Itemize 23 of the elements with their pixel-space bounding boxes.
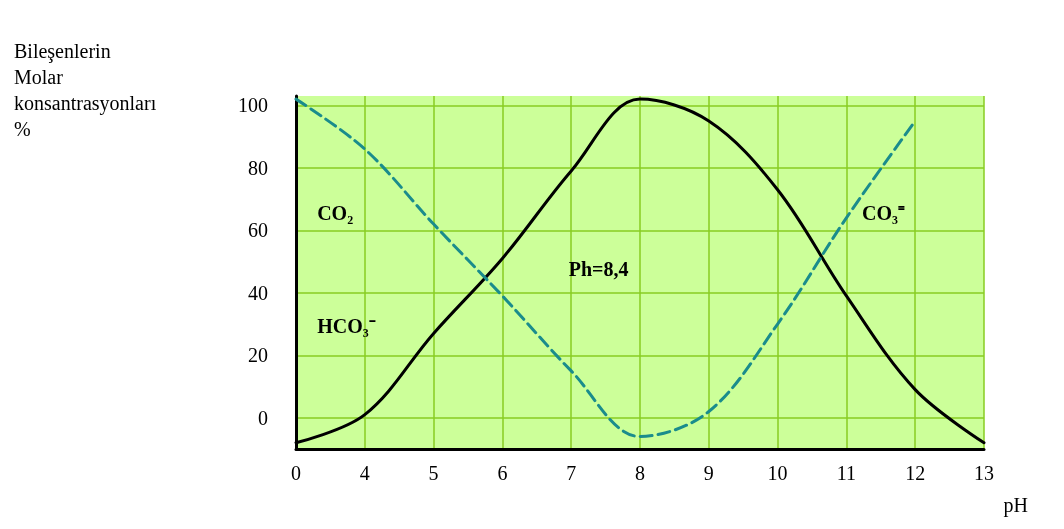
y-tick-label: 80 xyxy=(248,156,268,179)
y-axis-title: Bileşenlerin Molar konsantrasyonları % xyxy=(14,40,157,140)
x-tick-label: 0 xyxy=(291,462,301,484)
x-axis-title: pH xyxy=(1003,494,1029,517)
x-tick-label: 11 xyxy=(836,462,857,484)
annotation: HCO₃⁻ xyxy=(317,314,376,337)
x-tick-label: 13 xyxy=(974,462,994,484)
x-tick-label: 7 xyxy=(566,462,577,484)
y-tick-label: 20 xyxy=(248,344,268,367)
x-tick-label: 5 xyxy=(428,462,439,484)
x-tick-label: 12 xyxy=(905,462,926,484)
x-tick-label: 9 xyxy=(703,462,714,484)
annotation: Ph=8,4 xyxy=(568,258,629,281)
x-tick-label: 4 xyxy=(359,462,370,484)
x-tick-label: 6 xyxy=(497,462,508,484)
x-tick-label: 8 xyxy=(635,462,645,484)
y-tick-label: 40 xyxy=(248,281,268,304)
annotation: CO₂ xyxy=(317,201,354,224)
x-tick-label: 10 xyxy=(767,462,788,484)
annotation: CO₃⁼ xyxy=(862,201,906,224)
y-tick-label: 100 xyxy=(238,94,268,117)
y-tick-label: 60 xyxy=(248,219,268,242)
y-tick-label: 0 xyxy=(258,406,268,429)
